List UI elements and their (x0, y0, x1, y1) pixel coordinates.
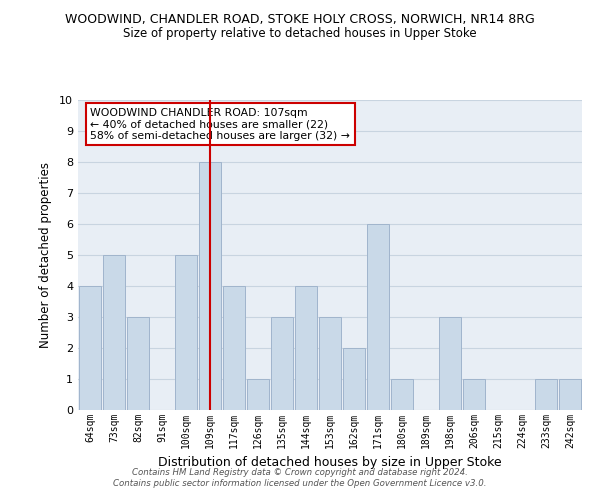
Bar (559, 379, 581, 410)
Bar (319, 317, 341, 410)
Text: WOODWIND CHANDLER ROAD: 107sqm
← 40% of detached houses are smaller (22)
58% of : WOODWIND CHANDLER ROAD: 107sqm ← 40% of … (91, 108, 350, 141)
Bar (343, 348, 365, 410)
Text: Contains HM Land Registry data © Crown copyright and database right 2024.
Contai: Contains HM Land Registry data © Crown c… (113, 468, 487, 487)
Bar (391, 379, 413, 410)
Y-axis label: Number of detached properties: Number of detached properties (39, 162, 52, 348)
Bar (79, 286, 101, 410)
Text: Size of property relative to detached houses in Upper Stoke: Size of property relative to detached ho… (123, 28, 477, 40)
X-axis label: Distribution of detached houses by size in Upper Stoke: Distribution of detached houses by size … (158, 456, 502, 469)
Bar (127, 317, 149, 410)
Bar (463, 379, 485, 410)
Bar (199, 162, 221, 410)
Bar (103, 255, 125, 410)
Bar (367, 224, 389, 410)
Bar (439, 317, 461, 410)
Bar (247, 379, 269, 410)
Bar (295, 286, 317, 410)
Bar (223, 286, 245, 410)
Bar (535, 379, 557, 410)
Text: WOODWIND, CHANDLER ROAD, STOKE HOLY CROSS, NORWICH, NR14 8RG: WOODWIND, CHANDLER ROAD, STOKE HOLY CROS… (65, 12, 535, 26)
Bar (271, 317, 293, 410)
Bar (175, 255, 197, 410)
